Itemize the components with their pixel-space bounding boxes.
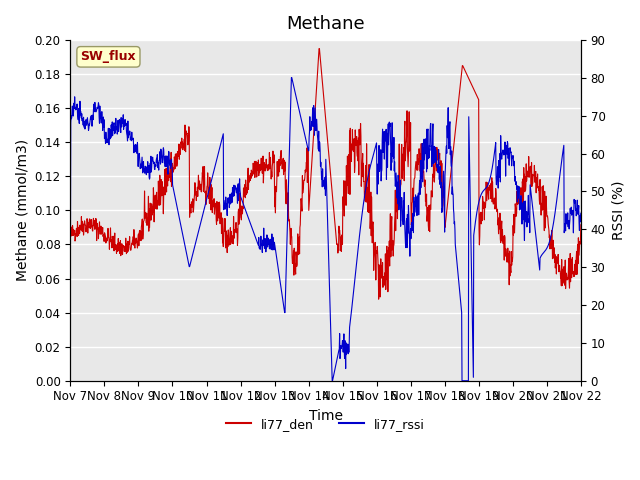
Legend: li77_den, li77_rssi: li77_den, li77_rssi [221,413,430,436]
Y-axis label: RSSI (%): RSSI (%) [611,180,625,240]
Y-axis label: Methane (mmol/m3): Methane (mmol/m3) [15,139,29,281]
Title: Methane: Methane [286,15,365,33]
Text: SW_flux: SW_flux [81,50,136,63]
X-axis label: Time: Time [308,409,342,423]
